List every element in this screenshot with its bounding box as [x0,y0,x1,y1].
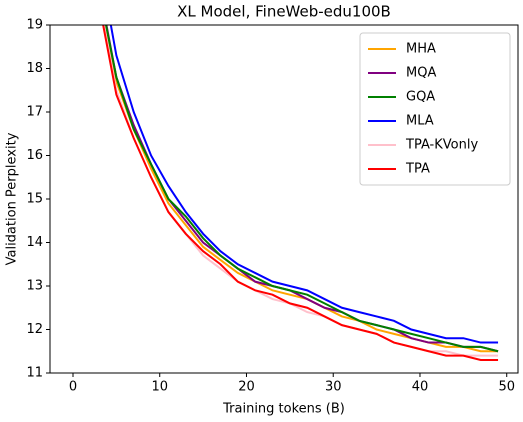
x-tick-label: 10 [151,380,168,395]
x-tick-label: 40 [412,380,429,395]
y-tick-label: 14 [26,235,43,250]
series-line [102,25,499,361]
plot-area [102,25,499,361]
y-axis-label: Validation Perplexity [5,132,20,265]
x-tick-label: 50 [498,380,515,395]
legend-label: TPA-KVonly [405,138,478,153]
y-tick-label: 19 [26,18,43,33]
legend-label: GQA [406,90,435,105]
y-tick-label: 18 [26,61,43,76]
series-line [109,25,499,344]
x-tick-label: 30 [325,380,342,395]
y-tick-label: 16 [26,148,43,163]
legend-label: TPA [405,162,430,177]
y-tick-label: 17 [26,105,43,120]
series-line [104,25,499,353]
chart-title: XL Model, FineWeb-edu100B [177,3,391,21]
x-tick-label: 0 [69,380,77,395]
legend-label: MLA [406,114,434,129]
x-axis-label: Training tokens (B) [222,402,345,417]
y-tick-label: 12 [26,322,43,337]
legend-box [359,32,511,186]
x-tick-label: 20 [238,380,255,395]
y-tick-label: 11 [26,366,43,381]
y-tick-label: 15 [26,192,43,207]
y-tick-label: 13 [26,279,43,294]
legend-label: MHA [406,42,436,57]
legend-label: MQA [406,66,436,81]
